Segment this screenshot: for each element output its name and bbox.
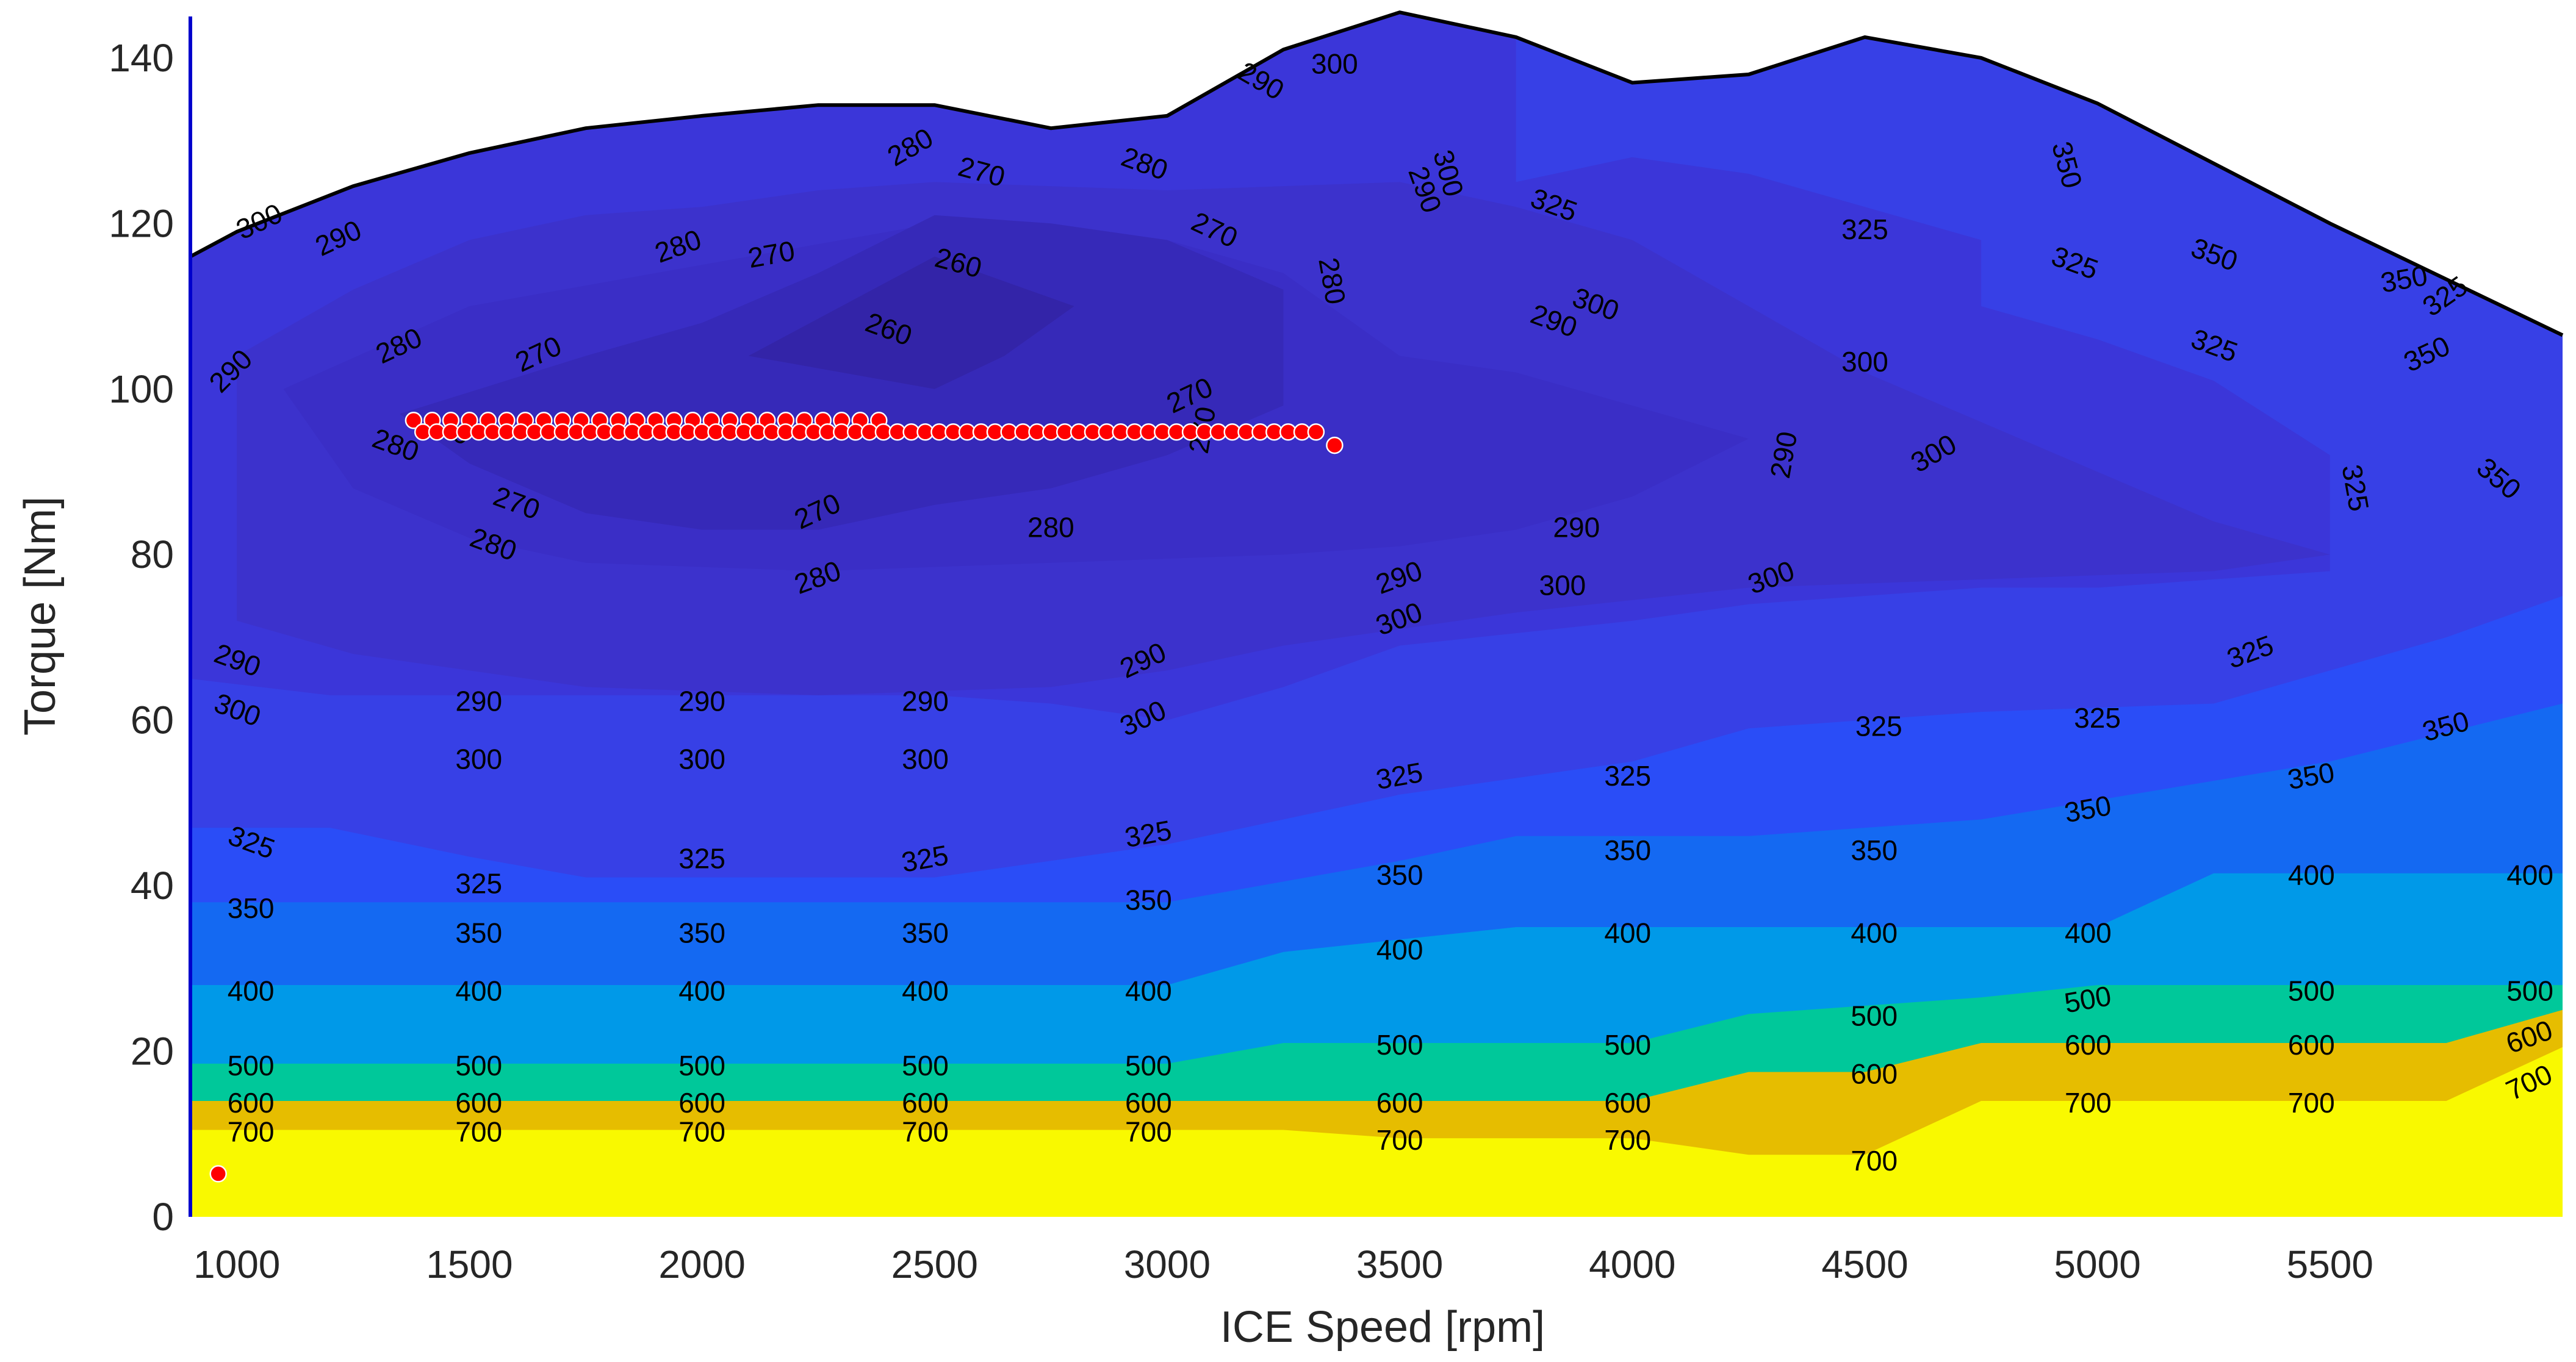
contour-label: 325	[1841, 213, 1888, 245]
contour-label: 290	[1553, 512, 1600, 543]
y-tick-label: 0	[152, 1195, 174, 1239]
contour-label: 300	[1539, 570, 1586, 601]
contour-label: 400	[902, 975, 949, 1007]
contour-label: 350	[228, 892, 275, 924]
contour-label: 400	[1604, 917, 1651, 949]
contour-label: 700	[1851, 1145, 1898, 1177]
x-tick-label: 2000	[658, 1242, 745, 1286]
x-tick-label: 1500	[426, 1242, 513, 1286]
operating-points	[209, 412, 1344, 1183]
bsfc-band-260	[748, 256, 1074, 389]
contour-label: 350	[1851, 834, 1898, 866]
x-tick-label: 4000	[1589, 1242, 1675, 1286]
x-axis-label: ICE Speed [rpm]	[1220, 1303, 1545, 1352]
contour-label: 350	[678, 917, 725, 949]
contour-label: 300	[1311, 48, 1358, 80]
contour-label: 400	[2065, 917, 2112, 949]
contour-label: 700	[902, 1116, 949, 1147]
contour-label: 325	[2074, 702, 2121, 734]
contour-label: 500	[2506, 975, 2553, 1007]
contour-label: 600	[678, 1087, 725, 1119]
contour-label: 700	[1125, 1116, 1172, 1147]
contour-label: 600	[2065, 1029, 2112, 1061]
contour-label: 700	[2288, 1087, 2335, 1119]
contour-label: 600	[1125, 1087, 1172, 1119]
x-tick-label: 3000	[1124, 1242, 1211, 1286]
y-tick-label: 20	[131, 1030, 174, 1073]
bsfc-contour-bands	[190, 12, 2563, 1217]
contour-label: 350	[902, 917, 949, 949]
x-tick-label: 5500	[2287, 1242, 2373, 1286]
contour-label: 500	[1125, 1050, 1172, 1081]
contour-label: 350	[455, 917, 502, 949]
contour-label: 600	[1851, 1058, 1898, 1089]
contour-label: 300	[455, 744, 502, 775]
operating-point	[1326, 436, 1344, 454]
contour-label: 300	[678, 744, 725, 775]
y-tick-label: 100	[109, 367, 174, 411]
x-tick-label: 3500	[1356, 1242, 1443, 1286]
contour-label: 350	[1376, 859, 1423, 891]
contour-label: 500	[1604, 1029, 1651, 1061]
contour-label: 290	[902, 686, 949, 717]
contour-label: 400	[2506, 859, 2553, 891]
contour-label: 350	[1125, 884, 1172, 916]
contour-label: 600	[902, 1087, 949, 1119]
contour-label: 600	[2288, 1029, 2335, 1061]
contour-label: 500	[455, 1050, 502, 1081]
y-tick-label: 80	[131, 532, 174, 576]
contour-label: 700	[455, 1116, 502, 1147]
contour-label: 300	[1841, 346, 1888, 378]
contour-label: 400	[1376, 934, 1423, 966]
contour-label: 400	[1851, 917, 1898, 949]
contour-label: 400	[455, 975, 502, 1007]
contour-label: 400	[678, 975, 725, 1007]
contour-label: 600	[1604, 1087, 1651, 1119]
contour-label: 400	[228, 975, 275, 1007]
x-tick-label: 4500	[1821, 1242, 1908, 1286]
contour-label: 500	[228, 1050, 275, 1081]
contour-label: 600	[455, 1087, 502, 1119]
contour-label: 700	[2065, 1087, 2112, 1119]
contour-label: 290	[455, 686, 502, 717]
contour-label: 290	[678, 686, 725, 717]
operating-point	[209, 1165, 227, 1183]
contour-label: 700	[678, 1116, 725, 1147]
contour-label: 325	[1604, 760, 1651, 792]
contour-label: 700	[1376, 1124, 1423, 1156]
x-tick-label: 1000	[193, 1242, 280, 1286]
operating-point	[1307, 423, 1325, 441]
contour-label: 700	[1604, 1124, 1651, 1156]
y-tick-label: 60	[131, 698, 174, 742]
x-axis-ticks: 1000 1500 2000 2500 3000 3500 4000 4500 5000 5500	[193, 1242, 2373, 1286]
operating-point	[405, 412, 423, 429]
y-tick-label: 120	[109, 201, 174, 245]
max-torque-curve	[189, 10, 2564, 337]
contour-label: 600	[228, 1087, 275, 1119]
contour-label: 400	[1125, 975, 1172, 1007]
contour-label: 300	[902, 744, 949, 775]
contour-label: 500	[902, 1050, 949, 1081]
contour-label: 500	[1376, 1029, 1423, 1061]
contour-label: 500	[678, 1050, 725, 1081]
contour-label: 325	[678, 843, 725, 875]
contour-label: 500	[2288, 975, 2335, 1007]
contour-label: 500	[1851, 1000, 1898, 1031]
contour-label: 325	[455, 867, 502, 899]
y-axis-ticks: 0 20 40 60 80 100 120 140	[109, 36, 174, 1239]
contour-label: 700	[228, 1116, 275, 1147]
y-tick-label: 140	[109, 36, 174, 80]
y-tick-label: 40	[131, 864, 174, 908]
x-tick-label: 2500	[891, 1242, 978, 1286]
x-tick-label: 5000	[2054, 1242, 2140, 1286]
contour-label: 350	[1604, 834, 1651, 866]
contour-label: 400	[2288, 859, 2335, 891]
contour-label: 325	[1855, 710, 1902, 742]
y-axis-label: Torque [Nm]	[16, 496, 65, 736]
contour-label: 600	[1376, 1087, 1423, 1119]
contour-label: 280	[1027, 512, 1074, 543]
